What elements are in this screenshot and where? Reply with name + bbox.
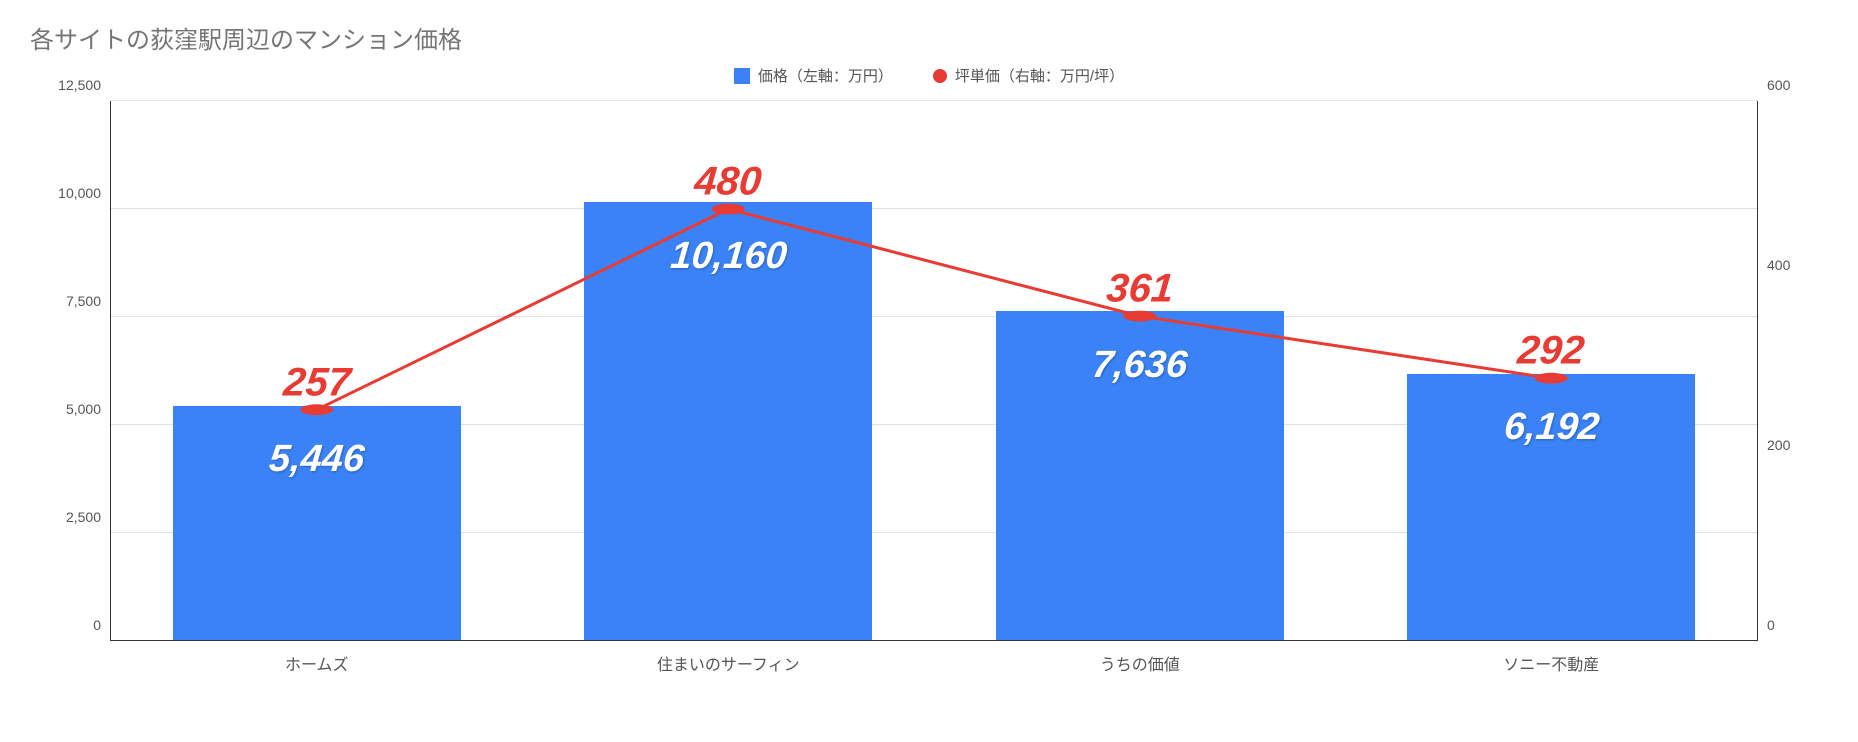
y-left-tick-label: 0 [31, 617, 101, 633]
line-marker [712, 204, 745, 215]
legend-swatch-bar [734, 68, 750, 84]
line-value-label: 480 [693, 160, 764, 205]
y-left-tick-label: 5,000 [31, 401, 101, 417]
line-marker [1123, 311, 1156, 322]
y-right-tick-label: 400 [1767, 257, 1827, 273]
legend: 価格（左軸：万円） 坪単価（右軸：万円/坪） [30, 65, 1828, 86]
legend-item-bar: 価格（左軸：万円） [734, 65, 893, 86]
chart-area: 5,446ホームズ10,160住まいのサーフィン7,636うちの価値6,192ソ… [30, 101, 1828, 681]
y-right-tick-label: 200 [1767, 437, 1827, 453]
line-path [317, 209, 1552, 410]
legend-item-line: 坪単価（右軸：万円/坪） [933, 65, 1124, 86]
y-right-tick-label: 600 [1767, 77, 1827, 93]
line-marker [1535, 373, 1568, 384]
y-left-tick-label: 12,500 [31, 77, 101, 93]
chart-title: 各サイトの荻窪駅周辺のマンション価格 [30, 20, 1828, 55]
x-axis-label: ソニー不動産 [1346, 641, 1758, 675]
line-series-svg [111, 101, 1757, 641]
legend-label-bar: 価格（左軸：万円） [758, 65, 893, 86]
x-axis-label: 住まいのサーフィン [523, 641, 935, 675]
y-right-tick-label: 0 [1767, 617, 1827, 633]
x-axis-label: ホームズ [111, 641, 523, 675]
line-value-label: 257 [281, 360, 352, 405]
x-axis-line [111, 640, 1757, 641]
legend-label-line: 坪単価（右軸：万円/坪） [955, 65, 1124, 86]
x-axis-label: うちの価値 [934, 641, 1346, 675]
line-value-label: 361 [1104, 267, 1175, 312]
plot-area: 5,446ホームズ10,160住まいのサーフィン7,636うちの価値6,192ソ… [110, 101, 1758, 641]
y-left-tick-label: 10,000 [31, 185, 101, 201]
y-left-tick-label: 7,500 [31, 293, 101, 309]
legend-swatch-line [933, 69, 947, 83]
line-value-label: 292 [1516, 329, 1587, 374]
y-left-tick-label: 2,500 [31, 509, 101, 525]
line-marker [300, 404, 333, 415]
